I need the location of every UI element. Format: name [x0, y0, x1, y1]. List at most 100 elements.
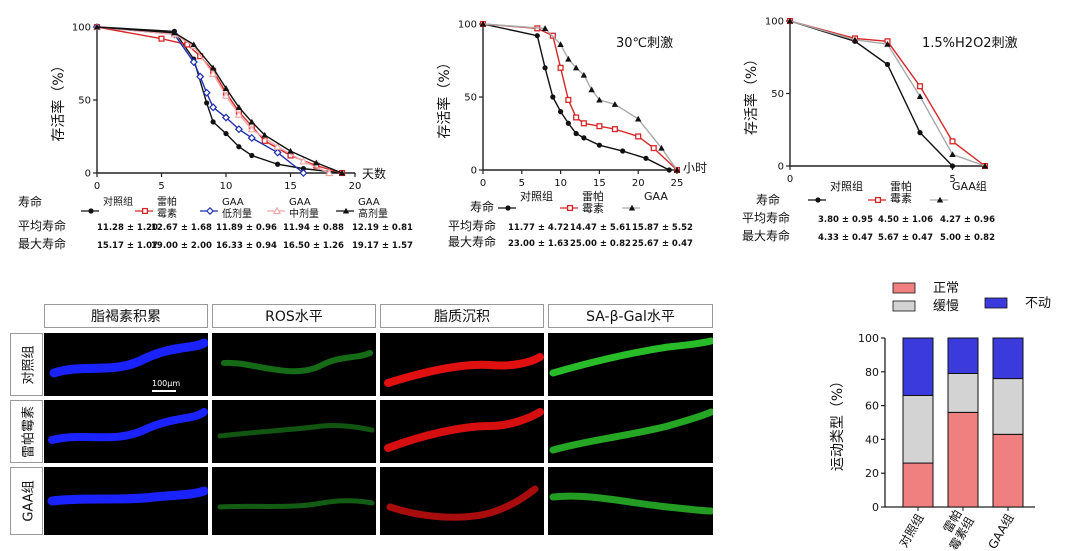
- lifespan-chart-series-4-point: [287, 147, 294, 154]
- lifespan-chart-series-4-point: [222, 85, 230, 91]
- heat-chart-series-0-point: [550, 94, 556, 100]
- h2o2-chart-series-2-point: [786, 17, 794, 24]
- motility-chart-ytick-label: 0: [872, 501, 879, 514]
- lifespan-table-legend-label: 雷帕霉素: [157, 195, 177, 220]
- heat-chart-series-2-point: [658, 144, 665, 151]
- micrograph-control-sagal: [548, 333, 713, 396]
- heat-table-legend-marker: [566, 204, 574, 212]
- heat-table-mean-value: 11.77 ± 4.72: [508, 223, 569, 233]
- h2o2-chart-ytick-label: 0: [778, 162, 784, 173]
- lifespan-chart-series-3-point: [273, 142, 282, 150]
- heat-chart-series-0-point: [666, 167, 672, 173]
- lifespan-table-legend-label: GAA 高剂量: [358, 197, 388, 220]
- lifespan-chart-ytick-label: 100: [72, 23, 91, 34]
- h2o2-chart-series-2-point: [916, 93, 924, 99]
- motility-chart-legend-label: 不动: [1025, 296, 1051, 311]
- lifespan-table-legend-marker: [88, 208, 94, 214]
- heat-table-mean-value: 14.47 ± 5.61: [570, 223, 631, 233]
- heat-table-legend-label: 雷帕霉素: [582, 189, 604, 215]
- lifespan-chart-series-3-point: [234, 110, 244, 118]
- col-header-lipid: 脂质沉积: [380, 304, 544, 328]
- h2o2-chart-series-0-point: [884, 61, 891, 68]
- worm-image: [549, 337, 713, 377]
- lifespan-table-mean-value: 12.19 ± 0.81: [352, 223, 413, 233]
- micrograph-rapamycin-sagal: [548, 400, 713, 463]
- lifespan-table-max-value: 15.17 ± 1.07: [97, 241, 158, 251]
- h2o2-table-mean-value: 3.80 ± 0.95: [818, 215, 873, 225]
- motility-chart-legend-label: 正常: [933, 281, 959, 296]
- heat-chart-series-0-line: [482, 23, 670, 171]
- lifespan-chart-series-1-line: [96, 26, 343, 174]
- worm-body: [48, 408, 208, 444]
- worm-body: [549, 492, 713, 515]
- motility-chart-category-label: GAA组: [985, 512, 1016, 551]
- h2o2-chart-series-0-point: [917, 130, 923, 136]
- lifespan-chart-series-4-point: [93, 23, 101, 30]
- micrograph-gaa-lipofuscin: [44, 467, 208, 535]
- heat-chart-series-2-point: [572, 64, 580, 71]
- heat-chart-series-2-point: [611, 101, 619, 107]
- h2o2-chart-series-2-point: [949, 151, 956, 157]
- worm-image: [549, 408, 713, 454]
- motility-chart-legend-label: 缓慢: [933, 298, 959, 314]
- worm-body: [221, 350, 373, 375]
- heat-chart-series-1-point: [650, 145, 657, 152]
- h2o2-chart-xtick-label: 0: [787, 174, 793, 185]
- worm-image: [221, 350, 373, 375]
- heat-chart-series-0-point: [573, 130, 579, 137]
- lifespan-table-row-label-lifespan: 寿命: [18, 194, 42, 209]
- heat-chart-series-2-point: [541, 25, 549, 31]
- lifespan-table-legend-label-line: 中剂量: [289, 207, 319, 220]
- lifespan-chart-series-0-line: [96, 26, 343, 174]
- h2o2-chart-series-2-line: [789, 20, 986, 167]
- heat-chart-series-1-point: [565, 96, 572, 103]
- h2o2-chart-series-2-point: [851, 36, 859, 43]
- micrograph-gaa-sagal: [548, 467, 713, 535]
- lifespan-chart-series-0-point: [249, 152, 255, 159]
- lifespan-chart-ytick-label: 0: [85, 169, 91, 180]
- worm-body: [384, 353, 544, 387]
- lifespan-chart-series-3-point: [208, 69, 218, 77]
- motility-chart-category-label: 雷帕霉素组: [934, 507, 977, 551]
- heat-chart-series-2-line: [482, 23, 678, 171]
- heat-chart-series-2-point: [557, 41, 564, 47]
- worm-body: [49, 338, 208, 378]
- scale-bar: [152, 390, 176, 392]
- motility-chart-bar-2: [947, 337, 979, 374]
- h2o2-chart-series-0-point: [949, 163, 956, 169]
- h2o2-table-mean-value: 4.27 ± 0.96: [940, 215, 995, 225]
- h2o2-table-legend-label-line: 雷帕: [890, 179, 912, 193]
- h2o2-table-legend-label: 对照组: [830, 179, 863, 193]
- h2o2-table-mean-value: 4.50 ± 1.06: [878, 215, 933, 225]
- worm-body: [386, 485, 539, 521]
- lifespan-chart-xtick-label: 20: [349, 181, 362, 192]
- lifespan-chart-series-2-point: [196, 72, 205, 81]
- lifespan-table-mean-value: 12.67 ± 1.68: [151, 223, 212, 233]
- lifespan-chart-series-4-point: [248, 118, 255, 125]
- col-header-lipofuscin: 脂褐素积累: [44, 304, 208, 328]
- motility-chart-ylabel: 运动类型（%）: [830, 374, 846, 471]
- heat-chart-series-1-point: [635, 133, 642, 140]
- heat-chart-series-2-point: [673, 166, 681, 173]
- row-label-rapamycin-text: 雷帕霉素: [21, 405, 36, 458]
- row-label-control: 对照组: [10, 333, 43, 396]
- h2o2-chart-series-2-point: [981, 162, 989, 169]
- micrograph-control-lipid: [380, 333, 544, 396]
- lifespan-table-legend-marker: [342, 207, 350, 214]
- micrograph-rapamycin-lipofuscin: [44, 400, 208, 463]
- lifespan-chart-series-3-point: [299, 156, 308, 165]
- motility-chart-ytick-label: 20: [865, 467, 879, 480]
- lifespan-table-legend-label-line: GAA: [222, 197, 244, 208]
- row-label-control-text: 对照组: [21, 344, 36, 385]
- motility-chart-bar-1: [947, 372, 979, 413]
- micrograph-gaa-ros: [212, 467, 376, 535]
- lifespan-chart-series-4-point: [171, 29, 178, 36]
- lifespan-chart-series-2-point: [247, 133, 256, 143]
- lifespan-table-row-label-max: 最大寿命: [18, 236, 66, 251]
- lifespan-table-legend-label-line: 霉素: [157, 207, 177, 220]
- lifespan-table-max-value: 16.33 ± 0.94: [216, 241, 277, 251]
- h2o2-table-row-label-max: 最大寿命: [742, 228, 790, 243]
- heat-chart-xtick-label: 10: [554, 178, 567, 189]
- lifespan-chart-series-0-point: [236, 144, 242, 150]
- heat-table-row-label-max: 最大寿命: [448, 234, 496, 249]
